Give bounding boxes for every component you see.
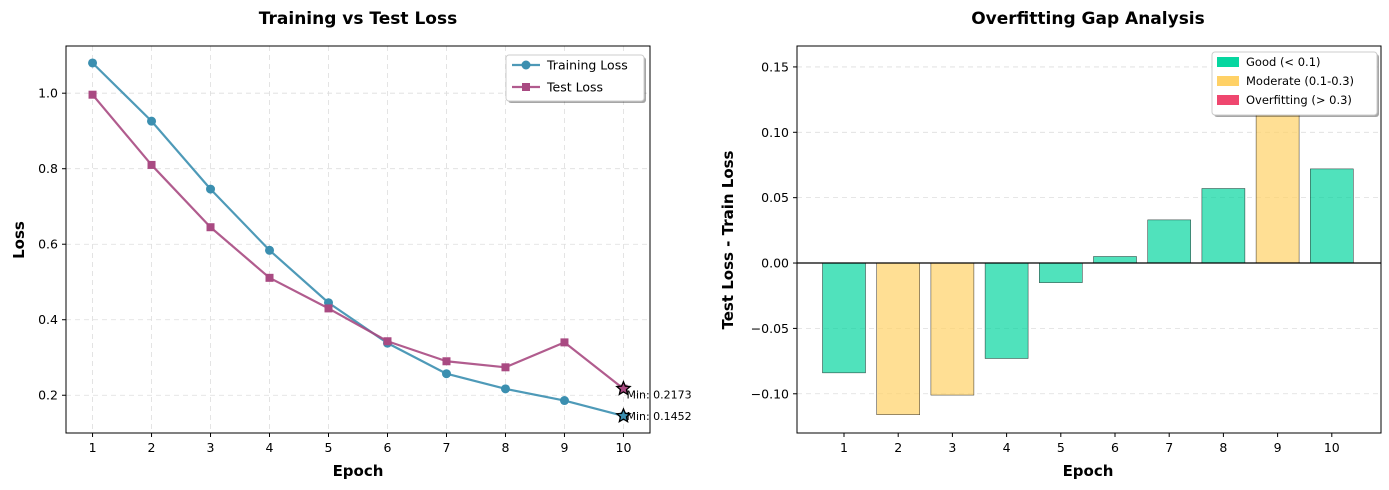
grid [66, 46, 650, 433]
x-tick-label: 5 [1057, 440, 1065, 455]
gap-bar-chart: Overfitting Gap Analysis −0.10 −0.05 0.00 0… [719, 9, 1382, 480]
bar [822, 262, 866, 374]
x-tick-label: 5 [325, 440, 333, 455]
data-point-training [206, 184, 216, 194]
series-line-test [91, 93, 625, 390]
legend-label-moderate: Moderate (0.1-0.3) [1246, 74, 1354, 88]
x-tick-label: 10 [1324, 440, 1340, 455]
min-annotation: Min: 0.2173 [626, 389, 691, 402]
x-tick-label: 9 [1274, 440, 1282, 455]
data-point-training [265, 245, 275, 255]
bar [1310, 168, 1354, 264]
y-tick-label: −0.05 [751, 321, 789, 336]
legend-label-good: Good (< 0.1) [1246, 55, 1321, 69]
x-tick-label: 3 [948, 440, 956, 455]
y-axis-label: Test Loss - Train Loss [719, 150, 737, 329]
y-tick-label: 0.00 [761, 256, 789, 271]
bar [1039, 262, 1083, 283]
legend-label-overfitting: Overfitting (> 0.3) [1246, 93, 1352, 107]
legend-box [505, 54, 645, 102]
data-point-test [88, 90, 97, 99]
x-tick-label: 6 [384, 440, 392, 455]
y-tick-label: 0.2 [38, 388, 58, 403]
bar [984, 262, 1029, 359]
loss-line-chart: Training vs Test Loss 1 2 3 4 5 6 7 8 9 10 0.2 0.4 0… [10, 9, 692, 480]
x-tick-label: 7 [443, 440, 451, 455]
legend: Training Loss Test Loss [505, 54, 646, 103]
chart-title: Overfitting Gap Analysis [971, 9, 1205, 29]
min-star-marker [615, 407, 632, 423]
legend-swatch-overfitting [1217, 95, 1239, 105]
series-line-training [91, 62, 624, 417]
x-tick-label: 2 [894, 440, 902, 455]
legend-box [1211, 51, 1378, 116]
x-tick-label: 4 [266, 440, 274, 455]
plot-frame [796, 45, 1382, 434]
chart-title: Training vs Test Loss [259, 9, 457, 29]
bar [930, 262, 975, 396]
y-tick-label: 0.10 [761, 125, 789, 140]
min-star-marker [615, 380, 632, 396]
x-tick-label: 8 [501, 440, 509, 455]
data-point-test [560, 338, 569, 347]
x-tick-label: 2 [148, 440, 156, 455]
data-point-test [206, 223, 215, 232]
plot-frame [65, 45, 651, 434]
min-annotation: Min: 0.1452 [626, 410, 691, 423]
data-point-test [442, 357, 451, 366]
y-tick-label: 0.15 [761, 59, 789, 74]
x-axis-label: Epoch [1063, 462, 1114, 480]
y-tick-label: 0.8 [38, 161, 58, 176]
x-tick-label: 7 [1165, 440, 1173, 455]
x-tick-label: 3 [207, 440, 215, 455]
data-point-test [265, 273, 274, 282]
y-tick-label: −0.10 [751, 386, 789, 401]
legend-label-training: Training Loss [546, 58, 628, 73]
y-tick-label: 0.4 [38, 312, 58, 327]
data-point-training [147, 116, 157, 126]
tick-labels: 1 2 3 4 5 6 7 8 9 10 0.2 0.4 0.6 0.8 1.0 [38, 86, 631, 455]
data-point-test [324, 304, 333, 313]
legend-swatch-good [1217, 57, 1239, 67]
annotations: Min: 0.2173 Min: 0.1452 [615, 380, 692, 423]
y-tick-label: 1.0 [38, 86, 58, 101]
series-layer [88, 58, 628, 421]
legend-label-test: Test Loss [546, 80, 603, 95]
x-tick-label: 6 [1111, 440, 1119, 455]
data-point-training [500, 384, 510, 394]
x-tick-label: 10 [616, 440, 632, 455]
data-point-training [559, 396, 569, 406]
legend-swatch-moderate [1217, 76, 1239, 86]
legend: Good (< 0.1) Moderate (0.1-0.3) Overfitt… [1211, 51, 1379, 117]
x-tick-label: 4 [1003, 440, 1011, 455]
data-point-test [147, 160, 156, 169]
x-tick-label: 1 [89, 440, 97, 455]
bar [1201, 188, 1246, 264]
data-point-test [501, 363, 510, 372]
x-tick-label: 1 [840, 440, 848, 455]
tick-labels: −0.10 −0.05 0.00 0.05 0.10 0.15 1 2 3 4 5 6 7 8 9 10 [751, 59, 1340, 455]
legend-marker-test [522, 83, 530, 91]
data-point-training [88, 58, 98, 68]
bar [876, 262, 920, 415]
y-axis-label: Loss [10, 221, 28, 259]
bar [1147, 219, 1191, 264]
data-point-test [383, 337, 392, 346]
bar [1093, 256, 1137, 264]
y-tick-label: 0.05 [761, 190, 789, 205]
y-tick-label: 0.6 [38, 237, 58, 252]
legend-marker-training [521, 60, 531, 70]
x-tick-label: 9 [560, 440, 568, 455]
x-axis-label: Epoch [333, 462, 384, 480]
x-tick-label: 8 [1219, 440, 1227, 455]
data-point-training [441, 369, 451, 379]
